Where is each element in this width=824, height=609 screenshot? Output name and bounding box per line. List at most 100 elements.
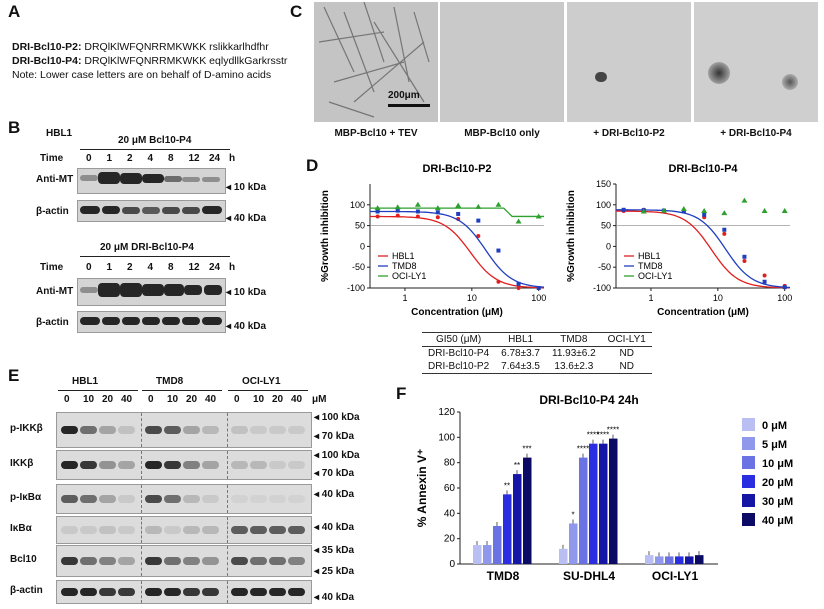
blot-strip — [56, 484, 312, 514]
legend-entry: 40 μM — [762, 515, 793, 527]
time-point: 1 — [106, 262, 113, 273]
legend-entry: HBL1 — [638, 251, 661, 261]
y-tick-label: 80 — [444, 458, 456, 469]
gi50-cell: ND — [601, 360, 652, 374]
blot-band — [288, 526, 305, 534]
blot-band — [250, 588, 267, 596]
dose-label: 10 — [167, 394, 179, 405]
blot-band — [61, 588, 78, 596]
gi50-table-row: DRI-Bcl10-P4 6.78±3.7 11.93±6.2 ND — [422, 347, 652, 361]
blot-band — [164, 526, 181, 534]
bar — [523, 457, 532, 564]
y-tick-label: -100 — [593, 283, 611, 293]
dose-label: 40 — [205, 394, 217, 405]
y-tick-label: 50 — [355, 221, 365, 231]
dose-label: 10 — [253, 394, 265, 405]
gi50-cell: DRI-Bcl10-P2 — [422, 360, 496, 374]
data-point — [781, 208, 788, 214]
annexin-bar-chart: DRI-Bcl10-P4 24h 0 20 40 60 80 100 120 % Annexin… — [415, 393, 793, 583]
cell-line-underline — [142, 390, 222, 391]
blot-actin-2 — [77, 311, 226, 333]
sequence-p4: DRI-Bcl10-P4: DRQlKlWFQNRRMKWKK eqlydllk… — [12, 54, 287, 68]
y-axis-label: %Growth inhibition — [320, 190, 331, 282]
significance-marker: *** — [522, 445, 531, 454]
x-tick-label: 1 — [402, 293, 407, 303]
cell-line-header: HBL1 — [72, 376, 99, 387]
molecular-weight-marker: ◂ 25 kDa — [314, 566, 355, 577]
panel-label-a: A — [8, 2, 21, 21]
data-point — [536, 286, 541, 290]
time-point: 24 — [209, 262, 221, 273]
data-point — [742, 254, 747, 259]
gi50-cell: DRI-Bcl10-P4 — [428, 348, 490, 359]
blot-band — [288, 495, 305, 503]
blot-band — [164, 426, 181, 434]
legend-entry: OCI-LY1 — [392, 271, 426, 281]
blot-strip — [56, 450, 312, 480]
bar — [569, 523, 578, 564]
y-tick-label: 20 — [444, 534, 456, 545]
blot-row-actin-2: β-actin — [36, 317, 69, 328]
blot-title-1: 20 μM Bcl10-P4 — [118, 135, 192, 146]
dose-label: 20 — [102, 394, 114, 405]
lane-divider — [227, 581, 228, 603]
gi50-cell: 7.64±3.5 — [495, 360, 546, 374]
lane-divider — [227, 485, 228, 513]
blot-band — [202, 526, 219, 534]
bar — [503, 494, 512, 564]
blot-title-2: 20 μM DRI-Bcl10-P4 — [100, 242, 194, 253]
data-point — [415, 209, 420, 214]
significance-marker: **** — [577, 445, 589, 454]
molecular-weight-marker: ◂ 100 kDa — [314, 412, 360, 423]
dose-unit: μM — [312, 394, 327, 405]
legend-swatch — [742, 418, 755, 431]
blot-band — [250, 495, 267, 503]
cell-line-label: HBL1 — [46, 128, 73, 139]
data-point — [762, 273, 767, 278]
data-point — [495, 201, 502, 207]
blot-band — [202, 426, 219, 434]
significance-marker: **** — [587, 431, 599, 440]
sequence-p4-text: DRQlKlWFQNRRMKWKK eqlydllkGarkrsstr — [84, 55, 288, 67]
bar — [513, 474, 522, 564]
data-point — [742, 258, 747, 263]
legend-entry: 20 μM — [762, 477, 793, 489]
x-tick-label: 100 — [531, 293, 546, 303]
blot-band — [61, 461, 78, 469]
x-category-label: TMD8 — [487, 569, 520, 583]
data-point — [475, 203, 482, 209]
bar — [695, 555, 704, 564]
blot-band — [99, 526, 116, 534]
bar — [645, 555, 654, 564]
blot-band — [145, 526, 162, 534]
blot-strip — [56, 580, 312, 604]
y-tick-label: 50 — [601, 221, 611, 231]
blot-strip — [56, 516, 312, 544]
panel-label-e: E — [8, 366, 20, 385]
em-image-3 — [567, 2, 691, 122]
blot-band — [80, 588, 97, 596]
blot-band — [202, 461, 219, 469]
legend-entry: OCI-LY1 — [638, 271, 672, 281]
blot-strip — [56, 545, 312, 577]
dose-label: 20 — [272, 394, 284, 405]
data-point — [762, 279, 767, 284]
time-point: 4 — [147, 153, 154, 164]
time-point: 8 — [168, 262, 174, 273]
blot-band — [231, 526, 248, 534]
legend-entry: 10 μM — [762, 458, 793, 470]
legend-entry: TMD8 — [638, 261, 663, 271]
blot-band — [80, 426, 97, 434]
y-tick-label: 100 — [596, 200, 611, 210]
blot-band — [183, 557, 200, 565]
blot-band — [164, 495, 181, 503]
blot-band — [183, 426, 200, 434]
em-caption-1: MBP-Bcl10 + TEV — [334, 128, 418, 139]
blot-band — [164, 557, 181, 565]
legend-entry: 5 μM — [762, 439, 787, 451]
mw-10kda-2: ◂ 10 kDa — [226, 287, 267, 298]
blot-band — [269, 526, 286, 534]
sequence-p4-label: DRI-Bcl10-P4: — [12, 55, 82, 67]
data-point — [414, 201, 421, 207]
legend-swatch — [742, 437, 755, 450]
